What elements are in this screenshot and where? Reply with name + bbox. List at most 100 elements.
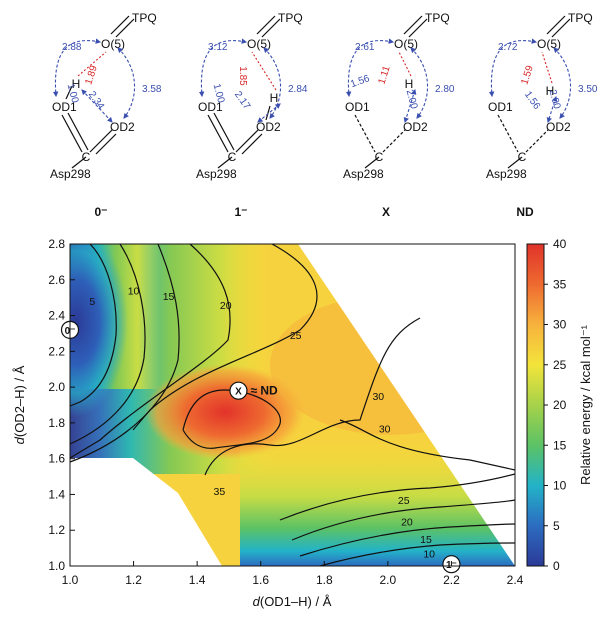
distance-arrow — [81, 89, 113, 123]
atom-label-tpq: TPQ — [132, 11, 157, 25]
state-marker-note: ≈ ND — [250, 384, 278, 398]
atom-label-c: C — [518, 150, 527, 164]
contour-label: 15 — [163, 291, 175, 303]
contour-label: 30 — [379, 423, 391, 435]
distance-label: 1.89 — [83, 64, 100, 86]
state-label: 0⁻ — [94, 205, 107, 219]
contour-label: 20 — [220, 300, 232, 312]
x-axis-label: d(OD1–H) / Å — [253, 594, 332, 609]
distance-arrow — [263, 47, 282, 119]
hbond-line — [251, 51, 277, 91]
distance-label: 2.61 — [355, 42, 375, 53]
bond — [71, 156, 87, 169]
bond — [354, 114, 376, 153]
atom-label-asp: Asp298 — [50, 167, 91, 181]
contour-line — [291, 499, 516, 541]
y-tick-label: 1.2 — [48, 523, 65, 537]
state-marker-circle — [229, 381, 248, 400]
colorbar-tick-label: 25 — [553, 358, 567, 372]
contour-label: 30 — [372, 391, 384, 403]
atom-label-asp: Asp298 — [196, 167, 237, 181]
distance-label: 2.88 — [62, 42, 82, 53]
contour-line — [69, 243, 117, 407]
atom-label-od1: OD1 — [52, 100, 77, 114]
hbond-line — [398, 51, 412, 77]
bond — [110, 15, 130, 35]
contour-line — [204, 317, 421, 476]
atom-label-c: C — [375, 150, 384, 164]
atom-label-h: H — [546, 84, 555, 98]
distance-arrow — [117, 47, 136, 119]
y-tick-label: 2.0 — [48, 380, 65, 394]
atom-label-od2: OD2 — [256, 120, 281, 134]
state-label: ND — [516, 205, 534, 219]
colorbar-gradient — [526, 243, 545, 567]
atom-label-asp: Asp298 — [343, 167, 384, 181]
colorbar-tick-label: 35 — [553, 277, 567, 291]
atom-label-o5: O(5) — [394, 37, 418, 51]
x-tick-label: 2.0 — [380, 573, 397, 587]
state-marker: X ≈ ND — [229, 381, 278, 400]
molecule-diagram: TPQ O(5) H OD1 OD2 C Asp298 3.12 1.85 2.84 2.17 1.0… — [196, 11, 308, 181]
contour-line — [319, 542, 516, 567]
atom-label-c: C — [82, 150, 91, 164]
colorbar-tick-label: 40 — [553, 237, 567, 251]
colorbar-tick-label: 10 — [553, 479, 567, 493]
contour-label: 35 — [214, 486, 226, 498]
x-tick-label: 1.2 — [125, 573, 142, 587]
atom-label-asp: Asp298 — [486, 167, 527, 181]
plot-frame — [69, 243, 516, 567]
colorbar-tick-label: 30 — [553, 318, 567, 332]
distance-arrow — [345, 38, 395, 98]
bond — [525, 129, 549, 153]
atom-label-c: C — [228, 150, 237, 164]
contour-label: 5 — [89, 296, 95, 308]
bond — [241, 133, 263, 155]
distance-label: 2.80 — [435, 84, 455, 95]
distance-label: 1.00 — [65, 83, 81, 105]
atom-label-tpq: TPQ — [278, 11, 303, 25]
atom-label-od2: OD2 — [403, 120, 428, 134]
heatmap-fill — [70, 244, 515, 566]
x-tick-label: 1.6 — [252, 573, 269, 587]
distance-arrow — [410, 47, 429, 119]
distance-label: 3.12 — [208, 42, 228, 53]
colorbar-tick-label: 0 — [553, 559, 560, 573]
bond — [382, 129, 406, 153]
y-tick-label: 2.8 — [48, 237, 65, 251]
distance-label: 2.34 — [86, 89, 106, 112]
bond — [256, 15, 276, 35]
atom-label-tpq: TPQ — [568, 11, 593, 25]
atom-label-h: H — [405, 77, 414, 91]
contour-lines — [69, 243, 516, 567]
bond — [551, 18, 571, 38]
contour-line — [182, 389, 281, 449]
atom-label-od1: OD1 — [488, 100, 513, 114]
atom-label-od2: OD2 — [546, 120, 571, 134]
distance-label: 1.00 — [211, 83, 227, 105]
atom-label-od2: OD2 — [110, 120, 135, 134]
atom-label-o5: O(5) — [537, 37, 561, 51]
distance-arrow — [198, 38, 248, 98]
distance-label: 1.59 — [519, 64, 536, 86]
contour-label: 10 — [128, 286, 140, 298]
distance-label: 3.50 — [578, 84, 598, 95]
hbond-line — [541, 51, 553, 84]
bond — [364, 156, 380, 169]
atom-label-od1: OD1 — [345, 100, 370, 114]
y-axis-label: d(OD2–H) / Å — [12, 365, 27, 444]
bond — [115, 18, 135, 38]
atom-label-h: H — [270, 91, 279, 105]
distance-arrow — [546, 95, 558, 124]
y-tick-label: 1.8 — [48, 416, 65, 430]
atom-label-tpq: TPQ — [425, 11, 450, 25]
bond — [95, 133, 117, 155]
distance-label: 2.00 — [547, 89, 563, 111]
state-label: X — [382, 205, 390, 219]
bond — [546, 15, 566, 35]
molecule-diagram: TPQ O(5) H OD1 OD2 C Asp298 2.611.11 2.80 1.56 2.0… — [343, 11, 455, 181]
atom-label-o5: O(5) — [247, 37, 271, 51]
bond — [207, 114, 229, 153]
contour-label: 15 — [420, 534, 432, 546]
